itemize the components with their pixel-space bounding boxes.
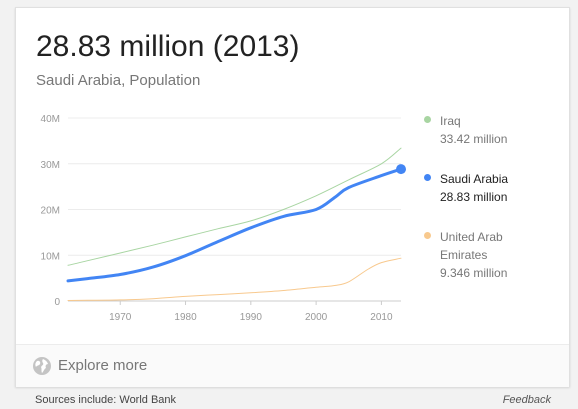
legend-name: Iraq — [440, 114, 461, 128]
globe-icon — [33, 357, 51, 375]
legend-dot-iraq — [424, 116, 431, 123]
legend-name: Saudi Arabia — [440, 172, 509, 186]
y-tick-label: 40M — [41, 114, 60, 125]
legend-name: United Arab Emirates — [440, 230, 503, 262]
feedback-link[interactable]: Feedback — [502, 394, 551, 406]
legend-dot-united-arab-emirates — [424, 232, 431, 239]
x-tick-label: 1990 — [240, 312, 263, 323]
explore-more-button[interactable]: Explore more — [16, 345, 569, 387]
legend-value: 9.346 million — [440, 266, 508, 280]
population-chart: 0 10M 20M 30M 40M 1970 1980 1990 2000 2010 — [41, 114, 406, 323]
subtitle: Saudi Arabia, Population — [36, 72, 201, 89]
explore-more-label: Explore more — [58, 357, 148, 374]
x-tick-label: 2010 — [370, 312, 393, 323]
y-tick-label: 20M — [41, 206, 60, 217]
y-tick-label: 30M — [41, 160, 60, 171]
series-line-saudi-arabia — [66, 167, 403, 283]
y-tick-label: 0 — [54, 297, 60, 308]
legend-dot-saudi-arabia — [424, 174, 431, 181]
series-endpoint-saudi-arabia — [396, 164, 406, 175]
x-tick-label: 1970 — [109, 312, 132, 323]
legend-value: 28.83 million — [440, 190, 508, 204]
x-tick-label: 1980 — [174, 312, 197, 323]
headline-value: 28.83 million (2013) — [36, 30, 300, 63]
series-line-united-arab-emirates — [67, 257, 402, 301]
population-card: 28.83 million (2013) Saudi Arabia, Popul… — [15, 7, 570, 387]
x-tick-label: 2000 — [305, 312, 328, 323]
series-line-iraq — [67, 147, 402, 266]
sources-note: Sources include: World Bank — [35, 394, 177, 406]
divider — [16, 344, 569, 345]
legend-value: 33.42 million — [440, 132, 508, 146]
y-tick-label: 10M — [41, 251, 60, 262]
